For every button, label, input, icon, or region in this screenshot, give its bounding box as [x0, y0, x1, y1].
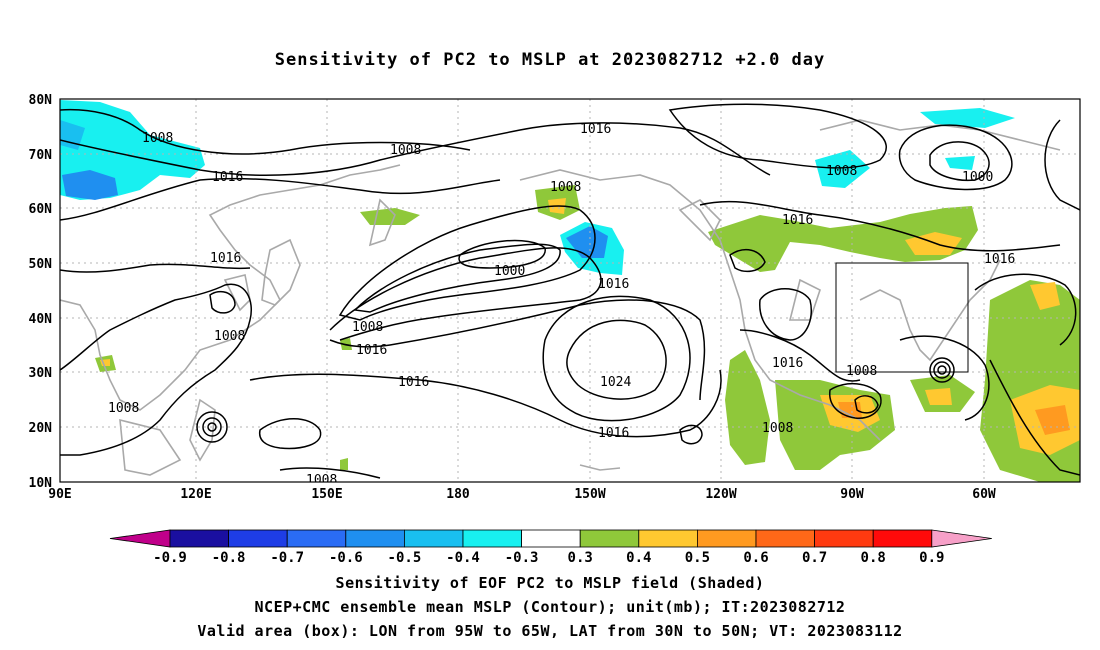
colorbar-swatch	[345, 529, 405, 548]
colorbar-swatch	[579, 529, 640, 548]
latitude-labels: 80N 70N 60N 50N 40N 30N 20N 10N	[29, 93, 53, 491]
lon-label: 120E	[180, 487, 211, 502]
colorbar-label: 0.6	[743, 550, 768, 566]
contour-label: 1008	[306, 473, 337, 488]
shade-cyan-ne1	[920, 108, 1015, 128]
colorbar-swatch	[814, 529, 874, 548]
contour-label: 1016	[598, 277, 629, 292]
shade-cyan-ne3	[945, 156, 975, 170]
colorbar-swatch	[521, 529, 581, 548]
contour-label: 1016	[580, 122, 611, 137]
colorbar-swatch	[697, 529, 757, 548]
shade-green-mexico	[725, 350, 770, 465]
lon-label: 150W	[574, 487, 605, 502]
shade-yellow-atl1	[925, 388, 952, 405]
contour-label: 1016	[210, 251, 241, 266]
lat-label: 70N	[29, 148, 53, 163]
colorbar-label: -0.3	[505, 550, 539, 566]
colorbar-label: -0.5	[388, 550, 422, 566]
colorbar-label: -0.9	[153, 550, 187, 566]
lat-label: 20N	[29, 421, 53, 436]
lat-label: 40N	[29, 312, 53, 327]
colorbar-right-arrow	[931, 529, 992, 548]
colorbar-label: 0.3	[568, 550, 593, 566]
shaded-sensitivity	[60, 100, 1080, 482]
contour-label: 1000	[962, 170, 993, 185]
contour-label: 1008	[390, 143, 421, 158]
contour-label: 1016	[984, 252, 1015, 267]
shade-orange-eatl	[1035, 405, 1070, 435]
lon-label: 90E	[48, 487, 71, 502]
lat-label: 10N	[29, 476, 53, 491]
map-frame	[59, 98, 1081, 483]
colorbar: -0.9 -0.8 -0.7 -0.6 -0.5 -0.4 -0.3 0.3 0.4 0.5 0.6…	[109, 529, 992, 566]
shade-green-spot1	[340, 458, 348, 470]
map-title: Sensitivity of PC2 to MSLP at 2023082712…	[274, 50, 826, 70]
footer-line-2: NCEP+CMC ensemble mean MSLP (Contour); u…	[254, 598, 846, 616]
contour-label: 1016	[212, 170, 243, 185]
colorbar-label: -0.6	[329, 550, 363, 566]
contour-label: 1000	[494, 264, 525, 279]
colorbar-label: -0.8	[212, 550, 246, 566]
contour-label: 1016	[398, 375, 429, 390]
colorbar-left-arrow	[109, 529, 171, 548]
lat-label: 30N	[29, 366, 53, 381]
lon-label: 90W	[840, 487, 864, 502]
contour-label: 1008	[826, 164, 857, 179]
contour-label: 1008	[142, 131, 173, 146]
colorbar-label: 0.7	[802, 550, 827, 566]
contour-label: 1008	[846, 364, 877, 379]
colorbar-swatch	[169, 529, 229, 548]
colorbar-label: 0.5	[685, 550, 710, 566]
colorbar-swatch	[638, 529, 698, 548]
shade-cyan-ne2	[815, 150, 870, 188]
contour-labels: 1008 1008 1016 1016 1008 1016 1000 1016 …	[108, 122, 1015, 488]
mslp-contours	[60, 103, 1080, 479]
lon-label: 120W	[705, 487, 736, 502]
colorbar-swatch	[228, 529, 288, 548]
footer-line-1: Sensitivity of EOF PC2 to MSLP field (Sh…	[335, 574, 765, 592]
contour-label: 1008	[762, 421, 793, 436]
colorbar-label: -0.7	[270, 550, 304, 566]
lat-label: 50N	[29, 257, 53, 272]
shade-yellow-eatl2	[1030, 282, 1060, 310]
colorbar-label: -0.4	[446, 550, 480, 566]
contour-label: 1016	[782, 213, 813, 228]
lon-label: 60W	[972, 487, 996, 502]
contour-label: 1016	[598, 426, 629, 441]
grid	[60, 99, 1080, 482]
colorbar-swatch	[872, 529, 933, 548]
colorbar-label: 0.4	[626, 550, 651, 566]
colorbar-label: 0.8	[861, 550, 886, 566]
contour-label: 1024	[600, 375, 631, 390]
colorbar-swatch	[755, 529, 815, 548]
contour-label: 1016	[772, 356, 803, 371]
colorbar-swatch	[403, 529, 464, 548]
colorbar-swatch	[286, 529, 347, 548]
colorbar-label: 0.9	[919, 550, 944, 566]
lon-label: 180	[446, 487, 470, 502]
contour-label: 1016	[356, 343, 387, 358]
valid-area-box	[835, 262, 969, 373]
shade-blue-nw	[62, 170, 118, 200]
shade-lightblue-nw	[60, 120, 85, 150]
shade-green-na	[708, 206, 978, 272]
contour-label: 1008	[550, 180, 581, 195]
contour-label: 1008	[214, 329, 245, 344]
contour-label: 1008	[108, 401, 139, 416]
colorbar-swatch	[462, 529, 522, 548]
shade-green-eatl	[980, 280, 1080, 482]
footer-line-3: Valid area (box): LON from 95W to 65W, L…	[197, 622, 903, 640]
lat-label: 80N	[29, 93, 53, 108]
lon-label: 150E	[311, 487, 342, 502]
contour-label: 1008	[352, 320, 383, 335]
longitude-labels: 90E 120E 150E 180 150W 120W 90W 60W	[48, 487, 996, 502]
lat-label: 60N	[29, 202, 53, 217]
